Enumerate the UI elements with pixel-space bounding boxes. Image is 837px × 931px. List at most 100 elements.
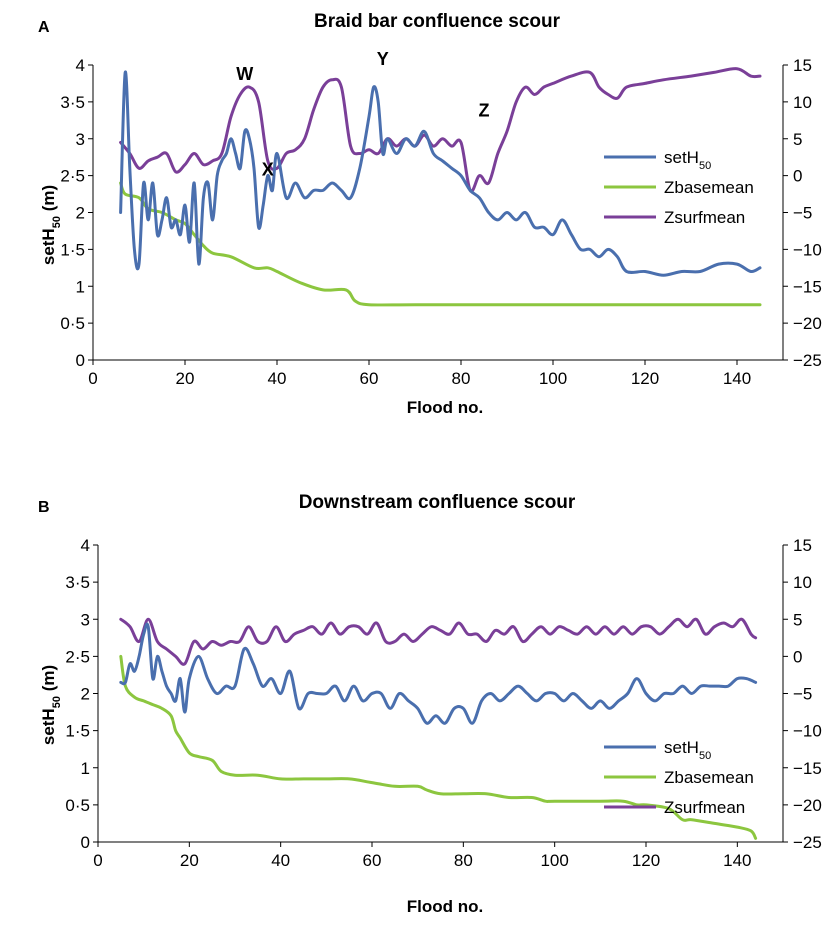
- panel-b-y-right-tick-label: −20: [793, 796, 822, 815]
- panel-b-y-left-tick-label: 4: [81, 536, 90, 555]
- panel-b-y-right-tick-label: 5: [793, 610, 802, 629]
- panel-a-y-left-tick-label: 3: [76, 130, 85, 149]
- panel-a-y-left-tick-label: 2: [76, 204, 85, 223]
- panel-b-title: Downstream confluence scour: [299, 492, 576, 513]
- panel-a-x-tick-label: 80: [452, 369, 471, 388]
- panel-a-y-right-tick-label: 5: [793, 130, 802, 149]
- panel-a-series: [119, 67, 762, 307]
- panel-b-x-tick-label: 100: [540, 851, 568, 870]
- panel-a: A Braid bar confluence scour Flood no. s…: [38, 11, 822, 417]
- panel-a-series-zsurfmean: [119, 67, 762, 193]
- panel-a-annotations: W X Y Z: [236, 49, 489, 180]
- panel-a-y-left-tick-label: 0·5: [60, 314, 85, 333]
- panel-a-legend: setH50 Zbasemean Zsurfmean: [604, 148, 754, 227]
- panel-a-legend-label-main: Zsurfmean: [664, 208, 745, 227]
- panel-b-legend-label-main: Zbasemean: [664, 768, 754, 787]
- panel-a-x-tick-label: 120: [631, 369, 659, 388]
- panel-a-x-tick-label: 60: [360, 369, 379, 388]
- panel-b-y-axis-title-sub: 50: [51, 696, 63, 708]
- panel-b-x-tick-label: 80: [454, 851, 473, 870]
- panel-b-series-seth50: [119, 622, 758, 725]
- panel-a-y-left-tick-label: 4: [76, 56, 85, 75]
- panel-a-y-axis-title-main: setH: [39, 228, 58, 265]
- panel-a-y-right-tick-label: 15: [793, 56, 812, 75]
- panel-b-legend-label-zbasemean: Zbasemean: [664, 768, 754, 787]
- panel-a-x-tick-label: 20: [176, 369, 195, 388]
- panel-b-x-tick-label: 0: [93, 851, 102, 870]
- panel-b-x-tick-label: 20: [180, 851, 199, 870]
- panel-b-y-right-tick-label: −5: [793, 685, 812, 704]
- panel-a-y-right-tick-label: −15: [793, 277, 822, 296]
- panel-a-x-tick-label: 0: [88, 369, 97, 388]
- panel-a-y-right-tick-label: 0: [793, 167, 802, 186]
- panel-b-legend-label-sub: 50: [699, 750, 711, 762]
- panel-b-legend-label-seth50: setH50: [664, 738, 711, 762]
- panel-b-y-right-tick-label: −10: [793, 722, 822, 741]
- panel-a-annotation-y: Y: [377, 49, 389, 69]
- panel-a-y-axis-title-unit: (m): [39, 185, 58, 216]
- panel-a-y-right-tick-label: 10: [793, 93, 812, 112]
- panel-b-y-left-tick-label: 0·5: [65, 796, 90, 815]
- panel-a-axes: 0 20 40 60 80 100 120 14000·511·522·533·54−25−2…: [60, 56, 821, 388]
- panel-a-y-right-tick-label: −10: [793, 240, 822, 259]
- panel-b-x-tick-label: 40: [271, 851, 290, 870]
- panel-a-y-right-tick-label: −5: [793, 204, 812, 223]
- panel-b-series-zsurfmean: [119, 617, 758, 666]
- panel-a-y-left-tick-label: 0: [76, 351, 85, 370]
- panel-a-annotation-z: Z: [479, 101, 490, 121]
- panel-a-y-left-tick-label: 1: [76, 277, 85, 296]
- panel-b-y-right-tick-label: 15: [793, 536, 812, 555]
- panel-b-y-right-tick-label: 0: [793, 647, 802, 666]
- panel-b-y-left-tick-label: 3: [81, 610, 90, 629]
- panel-b-legend-label-main: setH: [664, 738, 699, 757]
- panel-b-axes: 0 20 40 60 80 100 120 14000·511·522·533·54−25−2…: [65, 536, 821, 870]
- panel-b-x-tick-label: 140: [723, 851, 751, 870]
- panel-a-x-axis-title: Flood no.: [407, 398, 483, 417]
- panel-b-legend-label-zsurfmean: Zsurfmean: [664, 798, 745, 817]
- panel-a-y-left-tick-label: 1·5: [60, 240, 85, 259]
- panel-b-y-left-tick-label: 0: [81, 833, 90, 852]
- panel-a-y-axis-title: setH50 (m): [39, 185, 63, 265]
- panel-a-y-right-tick-label: −25: [793, 351, 822, 370]
- panel-b-x-tick-label: 60: [363, 851, 382, 870]
- panel-a-legend-label-main: setH: [664, 148, 699, 167]
- panel-b-series: [119, 617, 758, 840]
- panel-b-x-axis-title: Flood no.: [407, 897, 483, 916]
- panel-b-y-axis-title: setH50 (m): [39, 665, 63, 745]
- panel-a-y-axis-title-sub: 50: [51, 216, 63, 228]
- panel-a-legend-label-main: Zbasemean: [664, 178, 754, 197]
- panel-b-y-right-tick-label: −15: [793, 759, 822, 778]
- panel-b-y-right-tick-label: −25: [793, 833, 822, 852]
- panel-a-series-zbasemean: [119, 181, 762, 307]
- panel-b-y-left-tick-label: 2: [81, 685, 90, 704]
- panel-b-y-left-tick-label: 1: [81, 759, 90, 778]
- panel-a-title: Braid bar confluence scour: [314, 11, 561, 32]
- panel-b-label: B: [38, 499, 50, 516]
- panel-a-legend-label-zsurfmean: Zsurfmean: [664, 208, 745, 227]
- panel-a-legend-label-seth50: setH50: [664, 148, 711, 172]
- panel-a-annotation-x: X: [262, 160, 274, 180]
- panel-b-y-left-tick-label: 2·5: [65, 647, 90, 666]
- panel-a-annotation-w: W: [236, 64, 253, 84]
- panel-a-x-tick-label: 140: [723, 369, 751, 388]
- panel-b-y-axis-title-main: setH: [39, 708, 58, 745]
- panel-b-y-right-tick-label: 10: [793, 573, 812, 592]
- panel-a-legend-label-sub: 50: [699, 160, 711, 172]
- panel-b-x-tick-label: 120: [632, 851, 660, 870]
- panel-b-y-left-tick-label: 3·5: [65, 573, 90, 592]
- panel-b-series-zbasemean: [119, 654, 758, 840]
- panel-a-series-seth50: [119, 70, 762, 277]
- panel-a-x-tick-label: 40: [268, 369, 287, 388]
- panel-a-y-left-tick-label: 3·5: [60, 93, 85, 112]
- panel-b-legend-label-main: Zsurfmean: [664, 798, 745, 817]
- panel-a-legend-label-zbasemean: Zbasemean: [664, 178, 754, 197]
- panel-b: B Downstream confluence scour Flood no. …: [38, 492, 822, 916]
- panel-a-label: A: [38, 19, 50, 36]
- panel-b-y-left-tick-label: 1·5: [65, 722, 90, 741]
- panel-a-y-right-tick-label: −20: [793, 314, 822, 333]
- panel-a-y-left-tick-label: 2·5: [60, 167, 85, 186]
- panel-b-legend: setH50 Zbasemean Zsurfmean: [604, 738, 754, 817]
- panel-b-y-axis-title-unit: (m): [39, 665, 58, 696]
